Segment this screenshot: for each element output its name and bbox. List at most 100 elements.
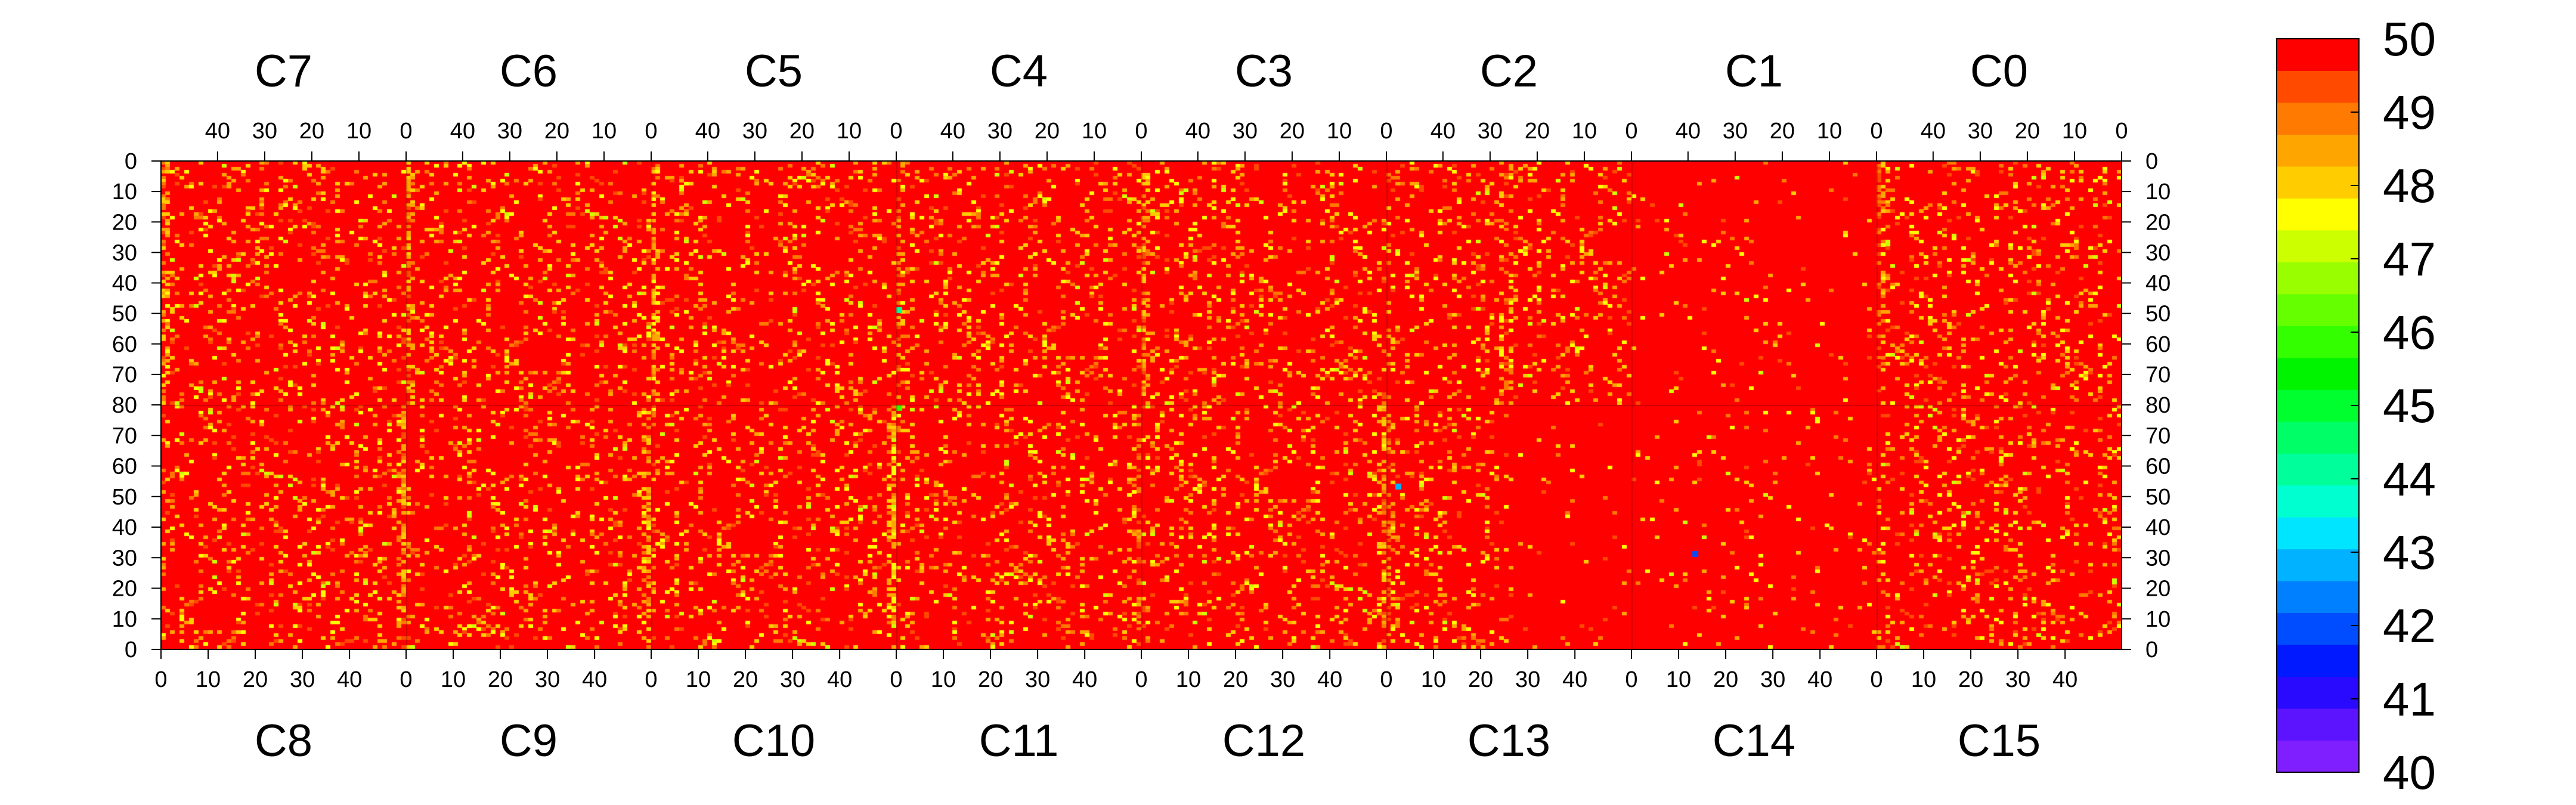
top-x-tick-label: 0 <box>400 119 412 144</box>
bottom-x-tick-label: 0 <box>1870 667 1883 692</box>
bottom-x-tick-label: 20 <box>1223 667 1248 692</box>
chip-label-c1: C1 <box>1725 46 1783 97</box>
bottom-x-tick-label: 30 <box>1270 667 1295 692</box>
bottom-x-tick-label: 0 <box>1625 667 1637 692</box>
top-x-tick-label: 10 <box>1572 119 1597 144</box>
left-y-tick-label: 20 <box>112 577 137 602</box>
chip-label-c2: C2 <box>1480 46 1538 97</box>
bottom-x-tick-label: 10 <box>686 667 711 692</box>
top-x-tick-label: 40 <box>450 119 475 144</box>
bottom-x-tick-label: 0 <box>154 667 167 692</box>
top-x-tick-label: 40 <box>1676 119 1701 144</box>
bottom-x-tick-label: 0 <box>1135 667 1147 692</box>
colorbar-segment <box>2277 326 2359 358</box>
chip-label-c8: C8 <box>255 716 312 766</box>
top-x-tick-label: 40 <box>695 119 720 144</box>
bottom-x-tick-label: 20 <box>733 667 758 692</box>
top-x-tick-label: 40 <box>940 119 965 144</box>
right-y-tick-label: 20 <box>2145 577 2171 602</box>
colorbar-segment <box>2277 517 2359 550</box>
top-x-tick-label: 20 <box>1770 119 1795 144</box>
bottom-x-tick-label: 0 <box>890 667 902 692</box>
top-x-tick-label: 40 <box>1921 119 1946 144</box>
colorbar-tick-label: 40 <box>2383 746 2436 799</box>
bottom-x-tick-label: 10 <box>931 667 956 692</box>
bottom-x-tick-label: 20 <box>978 667 1003 692</box>
left-y-tick-label: 40 <box>112 271 137 296</box>
bottom-x-tick-label: 40 <box>1072 667 1097 692</box>
top-x-tick-label: 30 <box>1723 119 1748 144</box>
top-x-tick-label: 0 <box>645 119 657 144</box>
colorbar-segment <box>2277 581 2359 614</box>
bottom-x-tick-label: 30 <box>535 667 560 692</box>
right-y-tick-label: 20 <box>2145 210 2171 235</box>
colorbar-segment <box>2277 39 2359 71</box>
bottom-x-tick-label: 30 <box>1515 667 1540 692</box>
top-x-tick-label: 20 <box>2015 119 2040 144</box>
top-x-tick-label: 10 <box>1082 119 1107 144</box>
right-y-tick-label: 70 <box>2145 363 2171 388</box>
colorbar-segment <box>2277 70 2359 103</box>
top-x-tick-label: 20 <box>789 119 815 144</box>
top-x-tick-label: 20 <box>544 119 569 144</box>
bottom-x-tick-label: 20 <box>1468 667 1493 692</box>
left-y-tick-label: 0 <box>125 149 137 174</box>
bottom-x-tick-label: 10 <box>1176 667 1201 692</box>
colorbar-tick-label: 43 <box>2383 526 2436 579</box>
chip-label-c12: C12 <box>1222 716 1305 766</box>
colorbar-segment <box>2277 357 2359 390</box>
colorbar-segment <box>2277 134 2359 167</box>
bottom-x-tick-label: 40 <box>1317 667 1342 692</box>
top-x-tick-label: 10 <box>346 119 371 144</box>
top-x-tick-label: 0 <box>1380 119 1392 144</box>
top-x-tick-label: 10 <box>1817 119 1842 144</box>
colorbar-tick-label: 44 <box>2383 453 2436 506</box>
colorbar-segment <box>2277 453 2359 486</box>
right-y-tick-label: 60 <box>2145 454 2171 479</box>
top-x-tick-label: 30 <box>742 119 767 144</box>
bottom-x-tick-label: 40 <box>582 667 607 692</box>
top-x-tick-label: 10 <box>592 119 617 144</box>
colorbar-segment <box>2277 645 2359 677</box>
bottom-x-tick-label: 40 <box>1562 667 1587 692</box>
bottom-x-tick-label: 40 <box>1807 667 1832 692</box>
top-x-tick-label: 30 <box>987 119 1013 144</box>
chip-label-c5: C5 <box>745 46 803 97</box>
right-y-tick-label: 30 <box>2145 240 2171 265</box>
colorbar-segment <box>2277 708 2359 741</box>
chip-label-c15: C15 <box>1958 716 2041 766</box>
left-y-tick-label: 30 <box>112 240 137 265</box>
top-x-tick-label: 30 <box>1968 119 1993 144</box>
left-y-tick-label: 10 <box>112 179 137 205</box>
colorbar-segment <box>2277 102 2359 135</box>
right-y-tick-label: 70 <box>2145 423 2171 448</box>
left-y-tick-label: 20 <box>112 210 137 235</box>
bottom-x-tick-label: 20 <box>243 667 268 692</box>
chip-label-c13: C13 <box>1467 716 1550 766</box>
right-y-tick-label: 40 <box>2145 515 2171 540</box>
top-x-tick-label: 20 <box>299 119 324 144</box>
top-x-tick-label: 10 <box>1327 119 1352 144</box>
colorbar-tick-label: 49 <box>2383 86 2436 139</box>
bottom-x-tick-label: 10 <box>196 667 221 692</box>
top-x-tick-label: 0 <box>2115 119 2128 144</box>
bottom-x-tick-label: 30 <box>290 667 315 692</box>
colorbar-segment <box>2277 421 2359 454</box>
right-y-tick-label: 0 <box>2145 149 2158 174</box>
chip-label-c3: C3 <box>1235 46 1293 97</box>
bottom-x-tick-label: 20 <box>488 667 513 692</box>
chip-label-c0: C0 <box>1970 46 2028 97</box>
chip-label-c10: C10 <box>732 716 815 766</box>
colorbar-segment <box>2277 230 2359 262</box>
chip-label-c7: C7 <box>255 46 312 97</box>
colorbar-segment <box>2277 485 2359 518</box>
top-x-tick-label: 0 <box>890 119 902 144</box>
top-x-tick-label: 20 <box>1280 119 1305 144</box>
colorbar-tick-label: 48 <box>2383 159 2436 212</box>
right-y-tick-label: 50 <box>2145 485 2171 510</box>
right-y-tick-label: 60 <box>2145 332 2171 357</box>
left-y-tick-label: 30 <box>112 546 137 571</box>
top-x-tick-label: 0 <box>1135 119 1147 144</box>
plot-area <box>161 161 2122 649</box>
